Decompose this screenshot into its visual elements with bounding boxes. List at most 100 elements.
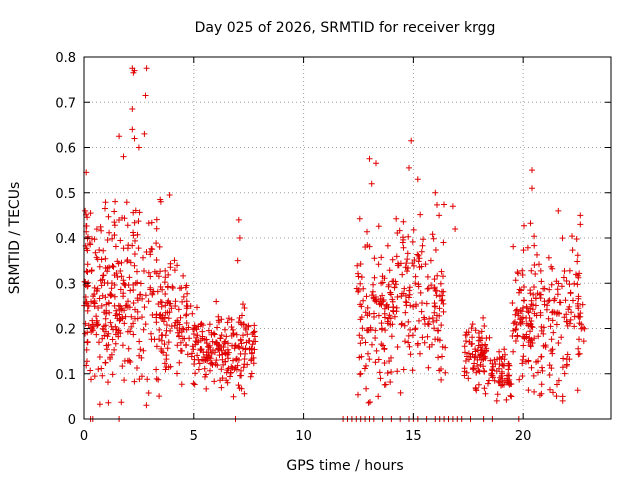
data-point xyxy=(503,396,510,403)
data-point xyxy=(98,282,105,289)
data-point xyxy=(236,344,243,351)
data-point xyxy=(525,339,532,346)
data-point xyxy=(145,390,152,396)
data-point xyxy=(580,338,587,345)
data-point xyxy=(474,356,481,363)
data-point xyxy=(112,198,119,205)
data-point xyxy=(247,373,254,380)
data-point xyxy=(424,285,431,292)
data-point xyxy=(130,229,137,236)
data-point xyxy=(517,320,524,327)
data-point xyxy=(227,373,233,380)
data-point xyxy=(208,350,215,357)
data-point xyxy=(412,280,419,287)
data-point xyxy=(119,314,126,321)
data-point xyxy=(574,387,581,394)
data-point xyxy=(419,300,425,306)
data-point xyxy=(523,303,530,310)
data-point xyxy=(111,293,118,300)
data-point xyxy=(440,300,447,307)
data-point xyxy=(109,336,116,343)
data-point xyxy=(250,338,257,345)
data-point xyxy=(123,302,130,309)
data-point xyxy=(115,327,122,334)
data-point xyxy=(94,322,101,329)
data-point xyxy=(98,365,105,372)
data-point xyxy=(523,358,529,365)
data-point xyxy=(375,312,382,319)
data-point xyxy=(465,375,472,382)
data-point xyxy=(180,293,187,300)
data-point xyxy=(362,339,369,346)
data-point xyxy=(104,346,110,353)
data-point xyxy=(157,283,164,290)
data-point xyxy=(233,356,240,363)
data-point xyxy=(121,215,128,222)
data-point xyxy=(142,292,149,299)
data-point xyxy=(365,350,371,357)
data-point xyxy=(131,219,138,226)
data-point xyxy=(528,267,535,274)
data-point xyxy=(431,303,438,310)
data-point xyxy=(372,294,379,300)
data-point xyxy=(508,393,515,400)
data-point xyxy=(141,130,148,137)
data-point xyxy=(123,199,130,206)
data-point xyxy=(240,321,247,328)
data-point xyxy=(102,315,109,322)
data-point xyxy=(538,390,545,397)
data-point xyxy=(218,332,225,339)
data-point xyxy=(531,335,538,342)
data-point xyxy=(175,306,182,313)
data-point xyxy=(232,342,239,349)
data-point xyxy=(527,287,534,294)
data-point xyxy=(199,333,206,340)
data-point xyxy=(242,325,249,332)
data-point xyxy=(468,325,475,332)
data-point xyxy=(554,286,561,293)
data-point xyxy=(111,232,118,239)
data-point xyxy=(91,291,98,298)
data-point xyxy=(84,329,91,336)
data-point xyxy=(242,346,249,353)
data-point xyxy=(559,364,566,371)
data-point xyxy=(124,257,131,263)
data-point xyxy=(432,336,439,343)
data-point xyxy=(154,288,161,295)
data-point xyxy=(393,215,400,222)
data-point xyxy=(425,364,432,371)
data-point xyxy=(364,304,371,311)
x-tick-label: 15 xyxy=(405,429,422,444)
data-point xyxy=(438,366,444,372)
data-point xyxy=(130,300,137,306)
data-point xyxy=(107,319,114,326)
data-point xyxy=(240,301,246,308)
y-tick-label: 0.3 xyxy=(55,277,76,292)
data-point xyxy=(402,298,409,305)
data-point xyxy=(487,357,494,364)
data-point xyxy=(548,365,555,372)
data-point xyxy=(379,298,386,305)
data-point xyxy=(169,283,176,290)
data-point xyxy=(375,356,382,363)
data-point xyxy=(171,257,178,264)
data-point xyxy=(83,223,90,229)
data-point xyxy=(571,323,578,330)
data-point xyxy=(121,377,128,384)
data-point xyxy=(134,365,140,371)
data-point xyxy=(96,401,103,408)
data-point xyxy=(409,260,416,267)
data-point xyxy=(358,353,365,360)
data-point xyxy=(531,262,538,268)
data-point xyxy=(405,332,412,339)
data-point xyxy=(549,350,556,357)
data-point xyxy=(121,320,128,327)
data-point xyxy=(117,237,124,244)
data-point xyxy=(416,264,423,271)
data-point xyxy=(491,377,498,384)
data-point xyxy=(564,322,571,329)
data-point xyxy=(155,301,162,307)
data-point xyxy=(535,369,541,376)
data-point xyxy=(100,272,107,279)
data-point xyxy=(91,284,98,291)
